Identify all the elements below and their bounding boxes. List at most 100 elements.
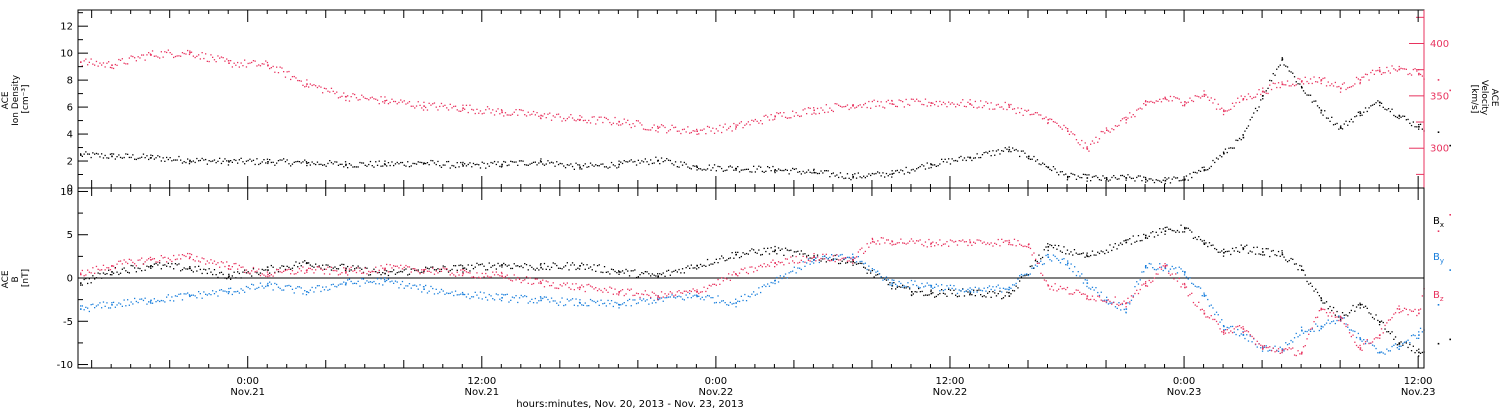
data-point bbox=[871, 172, 873, 175]
data-point bbox=[1315, 316, 1317, 319]
data-point bbox=[627, 270, 629, 272]
data-point bbox=[1187, 295, 1189, 297]
data-point bbox=[518, 109, 521, 111]
data-point bbox=[373, 270, 375, 273]
y-tick-label: 8 bbox=[67, 76, 73, 87]
data-point bbox=[1168, 270, 1170, 272]
data-point bbox=[1382, 352, 1384, 354]
data-point bbox=[1145, 100, 1147, 102]
data-point bbox=[345, 163, 347, 166]
data-point bbox=[382, 272, 384, 274]
data-point bbox=[1114, 296, 1116, 298]
data-point bbox=[1026, 156, 1028, 158]
data-point bbox=[832, 172, 834, 174]
data-point bbox=[1297, 83, 1299, 85]
data-point bbox=[1045, 254, 1047, 257]
data-point bbox=[1130, 299, 1133, 301]
data-point bbox=[657, 125, 659, 128]
data-point bbox=[1332, 320, 1335, 322]
data-point bbox=[1067, 260, 1069, 262]
data-point bbox=[735, 124, 737, 126]
data-point bbox=[792, 167, 794, 170]
data-point bbox=[628, 160, 631, 162]
data-point bbox=[266, 271, 269, 273]
data-point bbox=[914, 280, 916, 282]
data-point bbox=[1068, 293, 1070, 295]
data-point bbox=[1301, 329, 1303, 332]
data-point bbox=[875, 172, 877, 175]
data-point bbox=[1371, 104, 1374, 106]
data-point bbox=[1379, 104, 1381, 107]
data-point bbox=[462, 272, 464, 275]
data-point bbox=[527, 111, 529, 113]
data-point bbox=[905, 285, 907, 288]
data-point bbox=[1139, 175, 1141, 177]
data-point bbox=[843, 257, 845, 259]
data-point bbox=[1283, 84, 1285, 86]
data-point bbox=[162, 157, 164, 159]
data-point bbox=[1047, 249, 1049, 252]
data-point bbox=[1121, 174, 1124, 177]
data-point bbox=[815, 257, 817, 259]
data-point bbox=[634, 299, 636, 301]
data-point bbox=[1008, 288, 1010, 291]
data-point bbox=[708, 284, 710, 286]
data-point bbox=[1260, 347, 1262, 349]
data-point bbox=[1063, 258, 1065, 260]
data-point bbox=[116, 64, 118, 66]
data-point bbox=[1143, 103, 1145, 105]
data-point bbox=[770, 170, 772, 172]
series-s1 bbox=[80, 49, 1451, 152]
data-point bbox=[1320, 328, 1322, 330]
data-point bbox=[614, 270, 616, 273]
data-point bbox=[827, 111, 829, 113]
data-point bbox=[664, 160, 666, 162]
data-point bbox=[891, 176, 893, 178]
data-point bbox=[1070, 293, 1072, 295]
data-point bbox=[261, 285, 263, 287]
data-point bbox=[779, 275, 781, 277]
data-point bbox=[889, 282, 891, 284]
data-point bbox=[1164, 233, 1166, 235]
data-point bbox=[685, 267, 687, 269]
data-point bbox=[1109, 300, 1111, 303]
data-point bbox=[1290, 71, 1292, 73]
data-point bbox=[1316, 105, 1319, 107]
data-point bbox=[111, 304, 113, 306]
data-point bbox=[347, 279, 349, 281]
data-point bbox=[235, 262, 237, 265]
data-point bbox=[1041, 256, 1044, 259]
data-point bbox=[907, 282, 909, 284]
data-point bbox=[852, 259, 854, 261]
data-point bbox=[373, 98, 375, 100]
y-tick-label: 0 bbox=[67, 274, 73, 285]
data-point bbox=[581, 304, 583, 306]
data-point bbox=[1396, 116, 1398, 119]
data-point bbox=[969, 157, 972, 159]
data-point bbox=[751, 266, 753, 268]
data-point bbox=[1157, 100, 1159, 102]
data-point bbox=[699, 298, 702, 300]
data-point bbox=[490, 266, 492, 268]
data-point bbox=[279, 267, 281, 269]
data-point bbox=[162, 264, 164, 266]
data-point bbox=[1302, 83, 1305, 85]
data-point bbox=[425, 284, 427, 287]
data-point bbox=[705, 265, 707, 267]
data-point bbox=[403, 269, 405, 271]
data-point bbox=[1242, 331, 1244, 334]
data-point bbox=[1230, 108, 1232, 110]
data-point bbox=[1162, 179, 1164, 181]
data-point bbox=[228, 160, 230, 162]
data-point bbox=[772, 250, 774, 253]
data-point bbox=[1244, 330, 1246, 332]
data-point bbox=[343, 263, 345, 266]
data-point bbox=[1394, 312, 1397, 314]
data-point bbox=[190, 161, 193, 163]
data-point bbox=[1387, 70, 1390, 72]
data-point bbox=[871, 238, 874, 240]
data-point bbox=[238, 292, 240, 294]
data-point bbox=[832, 258, 834, 260]
data-point bbox=[249, 62, 251, 64]
data-point bbox=[845, 257, 847, 259]
